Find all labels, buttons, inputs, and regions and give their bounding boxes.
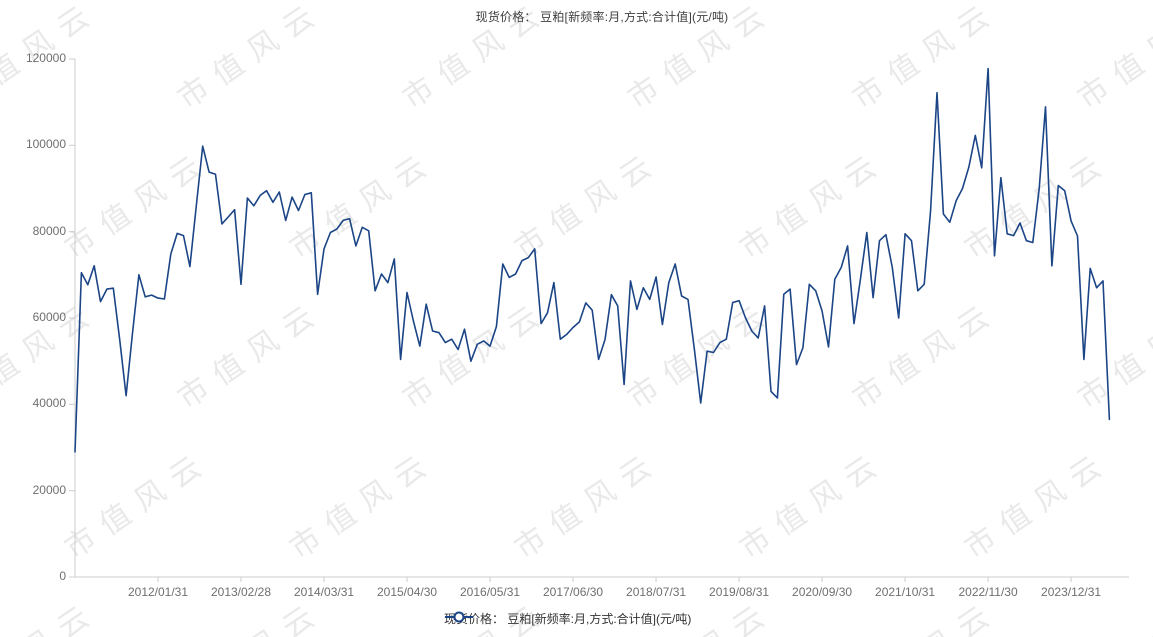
y-axis-tick-label: 120000 (25, 51, 66, 65)
x-axis-tick-label: 2014/03/31 (293, 585, 355, 599)
y-axis-tick-label: 100000 (25, 137, 66, 152)
x-axis-tick-label: 2012/01/31 (127, 585, 189, 599)
x-axis-tick-label: 2021/10/31 (875, 585, 936, 599)
x-axis-tick-label: 2017/06/30 (543, 585, 604, 599)
y-axis-tick-label: 40000 (32, 396, 66, 411)
y-axis-tick-label: 0 (59, 569, 66, 583)
chart-title: 现货价格： 豆粕[新频率:月,方式:合计值](元/吨) (475, 10, 729, 24)
x-axis-tick-label: 2019/08/31 (709, 585, 770, 599)
x-axis-tick-label: 2015/04/30 (376, 585, 438, 599)
x-axis-tick-label: 2020/09/30 (792, 585, 853, 599)
legend-label: 现货价格： 豆粕[新频率:月,方式:合计值](元/吨) (444, 612, 692, 626)
x-axis-tick-label: 2022/11/30 (958, 585, 1018, 599)
y-axis-tick-label: 60000 (32, 310, 66, 324)
x-axis-tick-label: 2016/05/31 (460, 585, 521, 599)
y-axis-tick-label: 20000 (32, 482, 66, 497)
y-axis-tick-label: 80000 (32, 223, 66, 238)
price-series-line (74, 67, 1111, 453)
x-axis-tick-label: 2023/12/31 (1041, 585, 1102, 599)
legend-item[interactable]: 现货价格： 豆粕[新频率:月,方式:合计值](元/吨) (444, 610, 691, 628)
legend-line-marker-icon (445, 611, 473, 623)
x-axis-tick-label: 2018/07/31 (626, 585, 687, 599)
x-axis-tick-label: 2013/02/28 (210, 585, 272, 599)
